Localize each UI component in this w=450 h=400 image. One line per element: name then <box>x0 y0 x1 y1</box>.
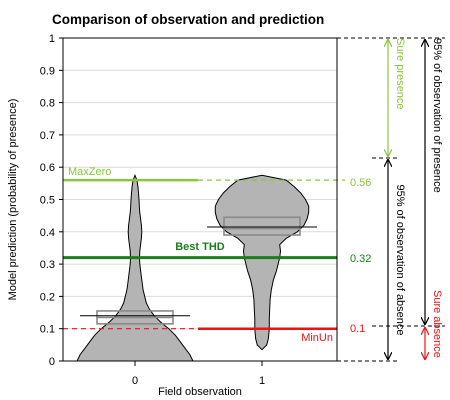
y-tick-label: 0.1 <box>40 324 55 336</box>
sure-absence-text: Sure absence <box>431 290 443 358</box>
y-tick-label: 0.5 <box>40 195 55 207</box>
y-tick-label: 0.3 <box>40 259 55 271</box>
obs-presence-text: 95% of observation of presence <box>431 38 443 193</box>
violin-0 <box>76 173 194 362</box>
y-tick-label: 0.2 <box>40 291 55 303</box>
x-tick-label: 0 <box>132 375 138 387</box>
y-tick-label: 0.9 <box>40 65 55 77</box>
x-axis-label: Field observation <box>158 386 242 398</box>
sure-presence-text: Sure presence <box>394 38 406 110</box>
y-tick-label: 0.8 <box>40 98 55 110</box>
x-tick-label: 1 <box>259 375 265 387</box>
maxzero-label: MaxZero <box>68 166 111 178</box>
box-1 <box>223 216 301 236</box>
best-thd-label: Best THD <box>175 241 225 253</box>
threshold-value-01: 0.1 <box>350 323 365 335</box>
y-axis: 0 0.1 0.2 0.3 0.4 0.5 0.6 0.7 0.8 0.9 1 <box>40 33 63 368</box>
y-tick-label: 0.6 <box>40 162 55 174</box>
y-axis-label: Model prediction (probability of presenc… <box>7 99 19 301</box>
y-tick-label: 0 <box>49 356 55 368</box>
chart-title: Comparison of observation and prediction <box>52 12 324 27</box>
threshold-value-032: 0.32 <box>350 253 371 265</box>
y-tick-label: 0.7 <box>40 130 55 142</box>
violin-1 <box>214 174 310 351</box>
y-tick-label: 1 <box>49 33 55 45</box>
minun-label: MinUn <box>301 332 333 344</box>
violins <box>76 173 310 362</box>
threshold-lines <box>63 178 345 330</box>
boxplots <box>80 216 317 325</box>
obs-absence-text: 95% of observation of absence <box>394 184 406 335</box>
gridlines <box>63 69 337 330</box>
threshold-value-056: 0.56 <box>350 177 371 189</box>
y-tick-label: 0.4 <box>40 227 55 239</box>
